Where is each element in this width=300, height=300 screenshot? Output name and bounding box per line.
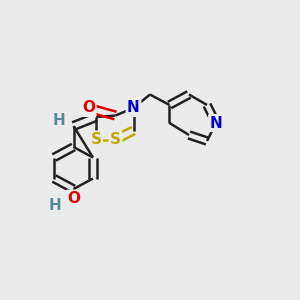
Text: O: O — [82, 100, 95, 116]
Text: S: S — [91, 132, 101, 147]
Text: H: H — [52, 113, 65, 128]
Text: O: O — [82, 100, 95, 116]
Text: H: H — [52, 113, 65, 128]
Text: O: O — [67, 191, 80, 206]
Text: S: S — [110, 132, 121, 147]
Text: O: O — [67, 191, 80, 206]
Text: H: H — [49, 198, 62, 213]
Text: N: N — [127, 100, 140, 116]
Text: H: H — [49, 198, 62, 213]
Text: S: S — [91, 132, 101, 147]
Text: N: N — [210, 116, 222, 130]
Text: N: N — [210, 116, 222, 130]
Text: N: N — [127, 100, 140, 116]
Text: S: S — [110, 132, 121, 147]
